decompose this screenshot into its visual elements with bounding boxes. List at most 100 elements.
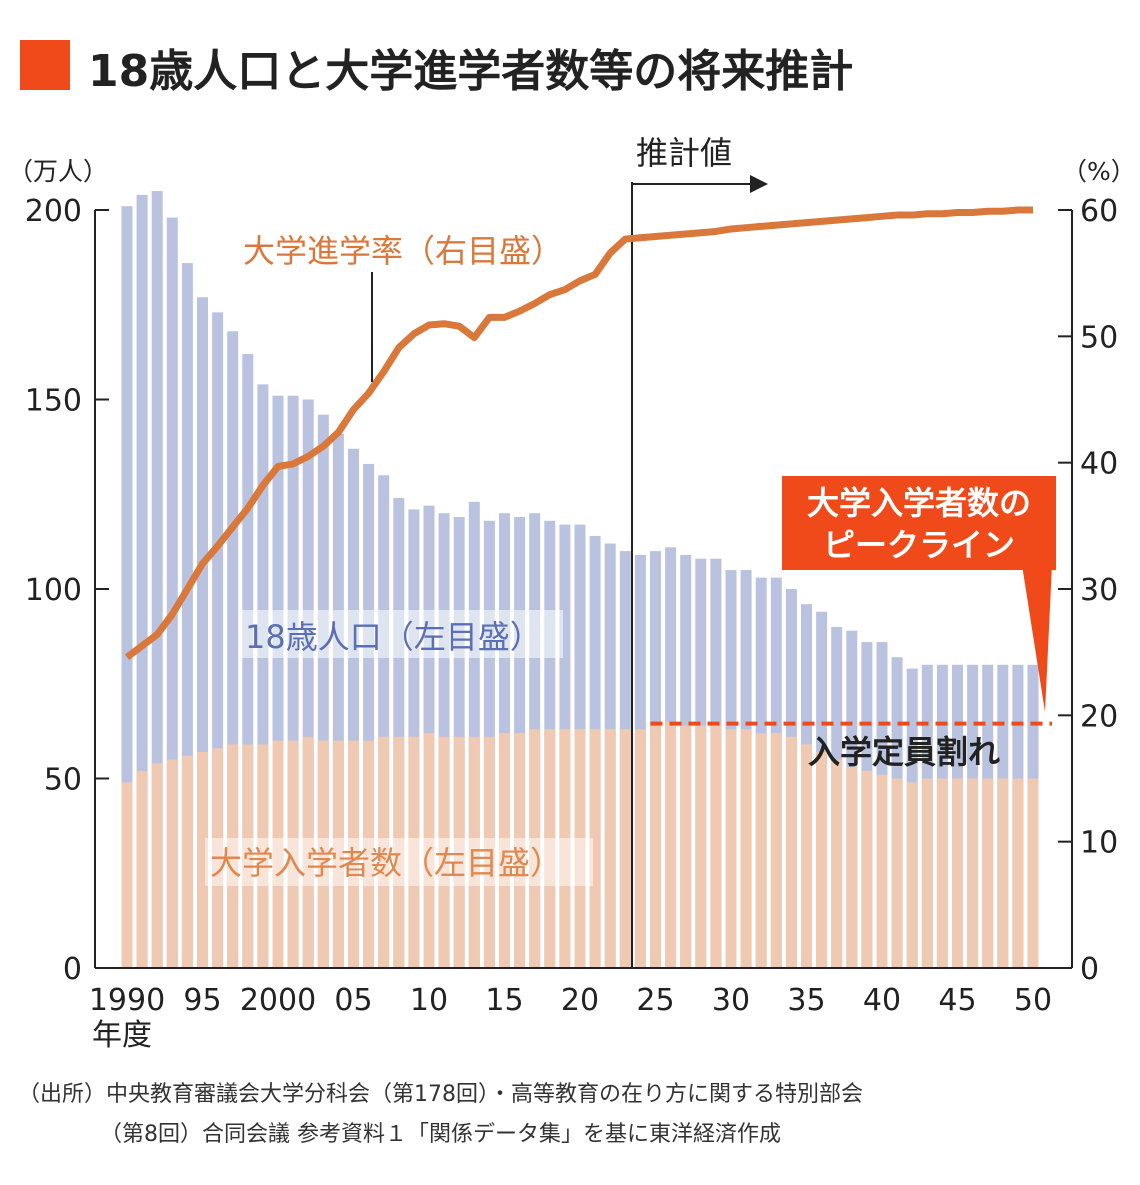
population-bar [287, 395, 299, 969]
right-tick-label: 60 [1080, 194, 1118, 229]
entrants-bar [1027, 778, 1039, 968]
x-axis-label: 年度 [92, 1018, 152, 1053]
peak-callout-line2: ピークライン [823, 526, 1015, 564]
population-bar [181, 263, 193, 968]
left-tick-label: 200 [25, 194, 82, 229]
population-bar [317, 414, 329, 968]
x-tick-label: 95 [183, 983, 221, 1018]
x-tick-label: 15 [485, 983, 523, 1018]
entrants-bar [197, 751, 208, 968]
pop-series-label: 18歳人口（左目盛） [245, 618, 542, 656]
left-unit: （万人） [8, 157, 108, 186]
population-bar [227, 331, 239, 968]
population-bar [363, 463, 375, 968]
rate-line [124, 206, 1033, 661]
right-tick-label: 20 [1080, 699, 1118, 734]
chart: 18歳人口と大学進学者数等の将来推計 （万人） （%） 050100150200… [8, 40, 1136, 1053]
x-tick-label: 25 [636, 983, 674, 1018]
entrants-bar [740, 729, 752, 968]
entrants-bar [589, 729, 601, 968]
entrants-bar [665, 721, 677, 968]
population-bar [348, 448, 359, 968]
entrants-bar [861, 770, 873, 968]
peak-callout-tail [1022, 565, 1052, 712]
x-tick-label: 45 [938, 983, 976, 1018]
entrants-bar [846, 767, 858, 968]
left-tick-label: 0 [63, 952, 82, 987]
entrants-bar [997, 778, 1009, 968]
entrants-bar [695, 725, 707, 968]
entrants-bar [785, 736, 797, 968]
entrants-bar [801, 744, 812, 968]
right-tick-label: 30 [1080, 573, 1118, 608]
population-bar [378, 475, 390, 968]
entrants-bar [634, 729, 646, 968]
entrants-label-bg [205, 838, 593, 886]
entrants-bar [876, 774, 888, 968]
entrants-bar [755, 733, 767, 968]
x-tick-label: 30 [712, 983, 750, 1018]
entrants-bar [921, 778, 933, 968]
population-bar [393, 498, 405, 968]
entrants-bar [151, 763, 163, 968]
entrants-bar [891, 778, 903, 968]
entrants-bar [967, 778, 979, 968]
chart-title: 18歳人口と大学進学者数等の将来推計 [88, 46, 853, 97]
entrants-bar [725, 729, 737, 968]
entrants-bar [604, 729, 616, 968]
entrants-bar [619, 729, 631, 968]
entrants-bar [936, 778, 948, 968]
left-tick-label: 150 [25, 384, 82, 419]
entrants-bar [770, 733, 782, 968]
rate-series-label: 大学進学率（右目盛） [243, 232, 563, 270]
entrants-bar [831, 759, 843, 968]
entrants-bar [680, 725, 692, 968]
entrants-bar [121, 782, 133, 968]
entrants-bar [650, 725, 661, 968]
entrants-bar [166, 759, 178, 968]
right-unit: （%） [1062, 157, 1136, 186]
peak-callout-line1: 大学入学者数の [807, 484, 1031, 522]
source-line-1: （出所）中央教育審議会大学分科会（第178回）・高等教育の在り方に関する特別部会 [18, 1082, 863, 1107]
entrants-bar [952, 778, 963, 968]
population-bar [121, 206, 133, 968]
x-tick-label: 40 [863, 983, 901, 1018]
source-line-2: （第8回）合同会議 参考資料１「関係データ集」を基に東洋経済作成 [100, 1122, 781, 1147]
left-tick-label: 100 [25, 573, 82, 608]
entrants-bar [816, 751, 828, 968]
right-tick-label: 40 [1080, 447, 1118, 482]
population-bar [272, 395, 284, 969]
projection-label: 推計値 [636, 134, 732, 172]
population-bar [332, 433, 344, 968]
entrants-bar [710, 725, 722, 968]
peak-callout-box [782, 476, 1056, 570]
entrants-bar [1012, 778, 1024, 968]
population-bar [136, 194, 148, 969]
x-tick-label: 20 [561, 983, 599, 1018]
x-tick-label: 10 [410, 983, 448, 1018]
population-bar [302, 399, 314, 968]
x-tick-label: 05 [334, 983, 372, 1018]
population-bar [151, 191, 163, 969]
right-tick-label: 50 [1080, 320, 1118, 355]
x-tick-label: 1990 [89, 983, 165, 1018]
x-tick-label: 35 [787, 983, 825, 1018]
population-bar [468, 501, 480, 968]
title-marker [20, 40, 70, 90]
population-bar [212, 312, 224, 969]
entrants-series-label: 大学入学者数（左目盛） [210, 844, 562, 882]
entrants-bar [181, 755, 193, 968]
population-bar [166, 217, 178, 968]
undercapacity-label: 入学定員割れ [808, 733, 1000, 771]
right-tick-label: 0 [1080, 952, 1099, 987]
population-bar [257, 384, 269, 969]
pop-label-bg [240, 610, 563, 658]
x-tick-label: 50 [1014, 983, 1052, 1018]
entrants-bar [136, 770, 148, 968]
entrants-bar [906, 782, 918, 968]
entrants-bar [982, 778, 994, 968]
x-tick-label: 2000 [240, 983, 316, 1018]
projection-arrow-head [750, 175, 768, 193]
population-bar [197, 297, 208, 968]
population-bar [242, 354, 254, 968]
